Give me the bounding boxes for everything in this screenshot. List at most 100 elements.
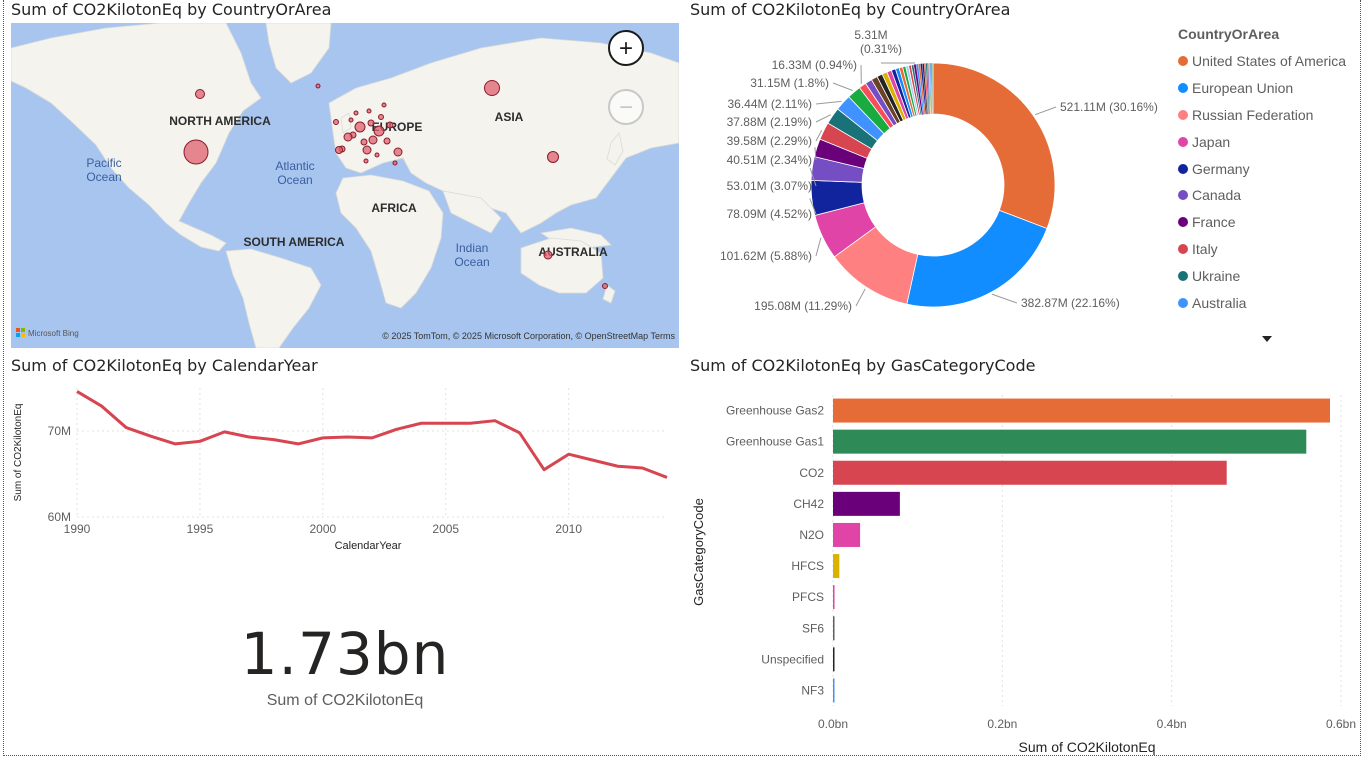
line-point[interactable] [320,435,326,441]
line-point[interactable] [246,434,252,440]
bar[interactable] [833,522,861,547]
legend-label: Ukraine [1192,267,1241,284]
line-point[interactable] [197,438,203,444]
line-point[interactable] [271,437,277,443]
line-point[interactable] [615,463,621,469]
legend-scroll-down-icon[interactable] [1262,336,1272,342]
donut-data-label: 78.09M (4.52%) [727,207,812,221]
bar[interactable] [833,554,840,579]
bubble-europe-6 [343,132,353,142]
line-point[interactable] [172,441,178,447]
line-point[interactable] [99,403,105,409]
land-africa [335,174,444,309]
land-greenland [265,23,332,84]
line-point[interactable] [492,418,498,424]
bubble-australia [543,250,553,260]
legend-item[interactable]: Ukraine [1178,262,1358,289]
line-point[interactable] [443,420,449,426]
donut-data-label: 36.44M (2.11%) [728,97,813,111]
legend-label: Canada [1192,187,1242,204]
land-uk [340,112,352,134]
bubble-map[interactable]: NORTH AMERICA EUROPE ASIA AFRICA SOUTH A… [11,23,679,348]
bar-x-tick-label: 0.6bn [1326,717,1356,731]
zoom-in-icon: + [619,35,633,62]
label-africa: AFRICA [371,201,417,215]
land-masses [11,23,679,348]
line-x-tick-label: 2005 [432,522,459,536]
report-canvas [3,0,1361,756]
line-point[interactable] [369,435,375,441]
legend-item[interactable]: Australia [1178,289,1358,316]
bar[interactable] [833,678,835,703]
legend-item[interactable]: Japan [1178,128,1358,155]
bubble-japan [547,151,559,163]
donut-slice[interactable] [932,62,934,115]
bubble-europe-17 [335,146,343,154]
donut-data-label: 37.88M (2.19%) [727,115,812,129]
line-point[interactable] [467,420,473,426]
line-point[interactable] [123,425,129,431]
bar[interactable] [833,585,835,610]
bar[interactable] [833,429,1307,454]
line-y-axis-title: Sum of CO2KilotonEq [13,404,24,502]
donut-data-label: 31.15M (1.8%) [750,76,829,90]
line-point[interactable] [74,388,80,394]
legend-item[interactable]: European Union [1178,75,1358,102]
legend-item[interactable]: United States of America [1178,48,1358,75]
legend-item[interactable]: Russian Federation [1178,102,1358,129]
map-attribution[interactable]: © 2025 TomTom, © 2025 Microsoft Corporat… [382,331,675,341]
donut-slice[interactable] [906,209,1048,308]
bubble-united-states [183,139,209,165]
donut-leader-line [815,100,842,105]
bar[interactable] [833,398,1330,423]
line-point[interactable] [394,426,400,432]
legend-dot [1178,217,1188,228]
bar-x-tick-label: 0.0bn [818,717,848,731]
line-point[interactable] [344,434,350,440]
label-indian-ocean: Indian Ocean [454,241,489,269]
label-asia: ASIA [495,110,524,124]
bar[interactable] [833,647,835,672]
bar[interactable] [833,491,900,516]
legend-dot [1178,109,1188,120]
line-point[interactable] [148,433,154,439]
line-point[interactable] [639,465,645,471]
bar-category-label: NF3 [801,683,824,697]
bubble-europe-3 [367,119,375,127]
map-bubbles[interactable] [183,80,608,289]
donut-leader-line [855,288,866,307]
line-series[interactable] [76,390,668,479]
legend-item[interactable]: France [1178,209,1358,236]
legend-item[interactable]: Canada [1178,182,1358,209]
bar-category-label: SF6 [802,621,824,635]
donut-slice[interactable] [932,62,1056,230]
line-point[interactable] [295,441,301,447]
line-point[interactable] [664,474,670,480]
bar-x-axis-title: Sum of CO2KilotonEq [1019,739,1156,755]
zoom-in-button[interactable]: + [608,30,644,66]
legend-item[interactable]: Italy [1178,236,1358,263]
legend-label: Japan [1192,133,1231,150]
line-point[interactable] [418,420,424,426]
legend-label: European Union [1192,80,1294,97]
map-canvas[interactable]: NORTH AMERICA EUROPE ASIA AFRICA SOUTH A… [11,23,679,348]
bar[interactable] [833,460,1227,485]
line-chart[interactable]: 1990 1995 2000 2005 2010 60M 70M CalendarYear Su… [5,380,685,560]
line-point[interactable] [222,429,228,435]
line-point[interactable] [541,467,547,473]
bar-x-tick-label: 0.2bn [987,717,1017,731]
line-point[interactable] [566,451,572,457]
donut-data-label: 5.31M (0.31%) [854,28,902,56]
bar-x-tick-label: 0.4bn [1157,717,1187,731]
donut-leader-line [991,293,1018,304]
bar-chart[interactable]: 0.0bn 0.2bn 0.4bn 0.6bn Greenhouse Gas2 Green… [685,380,1360,758]
donut-legend: CountryOrArea United States of America Eu… [1178,26,1358,316]
line-point[interactable] [590,457,596,463]
donut-data-label: 53.01M (3.07%) [727,179,812,193]
bar[interactable] [833,616,835,641]
line-point[interactable] [517,430,523,436]
zoom-out-button[interactable]: − [608,89,644,125]
donut-chart[interactable]: 521.11M (30.16%) 382.87M (22.16%) 195.08M … [685,25,1175,325]
donut-leader-line [881,62,916,64]
legend-item[interactable]: Germany [1178,155,1358,182]
